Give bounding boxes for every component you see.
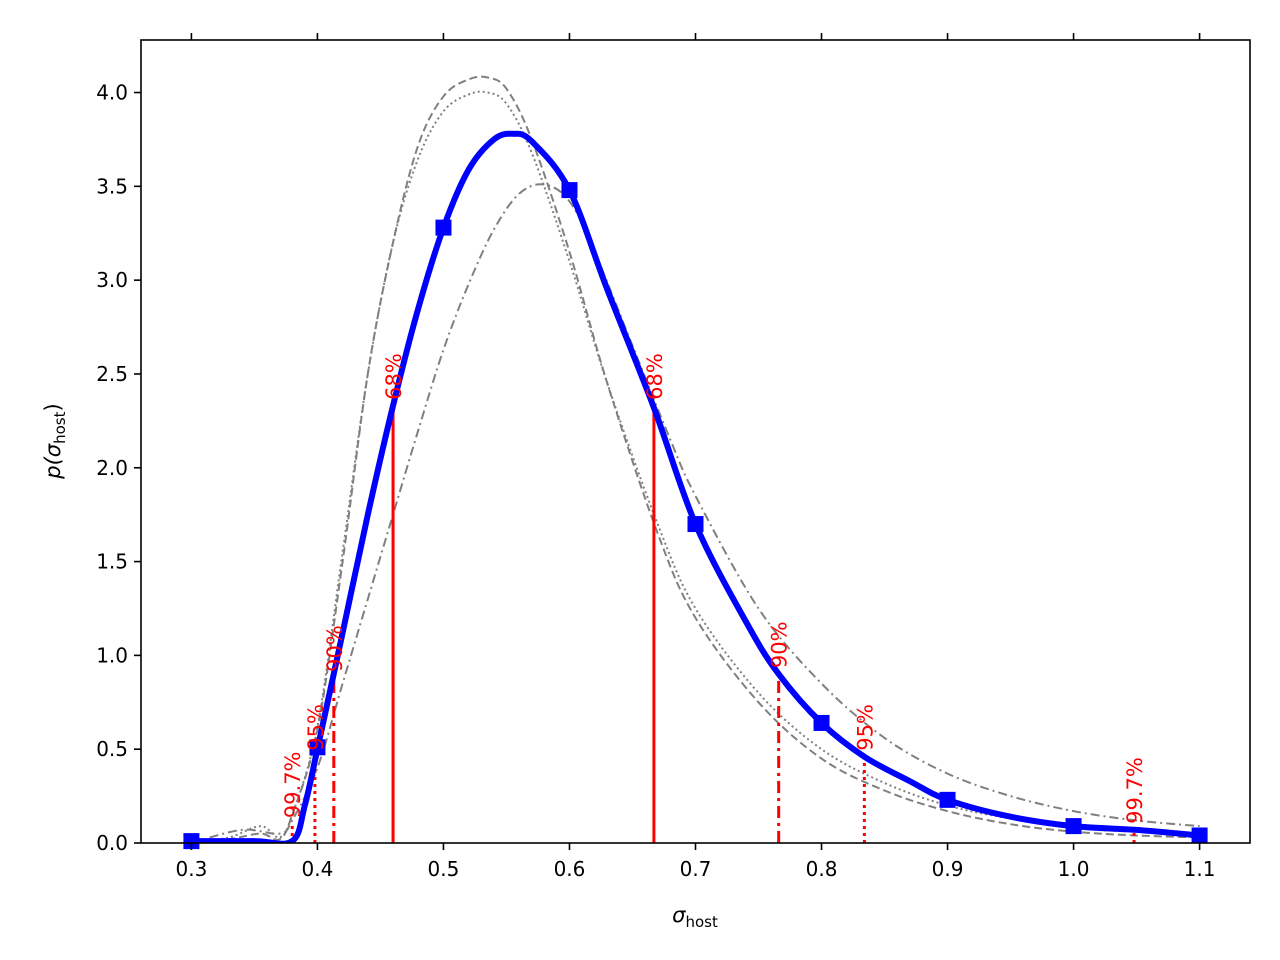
interval-label-4: 68% bbox=[643, 353, 667, 400]
data-marker bbox=[561, 182, 578, 199]
interval-label-1: 95% bbox=[304, 704, 328, 751]
y-tick-label: 3.0 bbox=[96, 268, 128, 292]
x-tick-label: 0.8 bbox=[806, 857, 838, 881]
data-marker bbox=[813, 714, 830, 731]
y-tick-label: 2.5 bbox=[96, 362, 128, 386]
aux-curve-dashed bbox=[191, 75, 1200, 843]
y-axis-label-sub: host bbox=[51, 411, 69, 443]
y-tick-label: 0.0 bbox=[96, 831, 128, 855]
x-tick-label: 0.6 bbox=[554, 857, 586, 881]
aux-curve-dashdot bbox=[191, 183, 1200, 843]
x-axis-label: σhost bbox=[672, 903, 718, 931]
x-axis-label-sub: host bbox=[685, 913, 717, 931]
data-marker bbox=[309, 739, 326, 756]
interval-label-7: 99.7% bbox=[1123, 757, 1147, 824]
data-marker bbox=[1191, 827, 1208, 844]
aux-curves bbox=[191, 75, 1200, 843]
data-marker bbox=[939, 791, 956, 808]
y-axis-label-suffix: ) bbox=[41, 403, 65, 411]
data-marker bbox=[435, 219, 452, 236]
x-tick-label: 0.4 bbox=[302, 857, 334, 881]
y-tick-label: 1.5 bbox=[96, 550, 128, 574]
x-axis-label-base: σ bbox=[672, 903, 686, 927]
y-tick-label: 2.0 bbox=[96, 456, 128, 480]
x-axis: 0.3 0.4 0.5 0.6 0.7 0.8 0.9 1.0 1.1 bbox=[176, 33, 1216, 881]
y-axis-label-base: σ bbox=[41, 443, 65, 457]
y-axis: 0.0 0.5 1.0 1.5 2.0 2.5 3.0 3.5 4.0 bbox=[96, 81, 141, 855]
interval-label-2: 90% bbox=[323, 625, 347, 672]
aux-curve-dotted bbox=[191, 90, 1200, 843]
x-tick-label: 0.9 bbox=[932, 857, 964, 881]
y-tick-label: 4.0 bbox=[96, 81, 128, 105]
marker-group bbox=[183, 182, 1208, 850]
y-axis-label-prefix: p( bbox=[41, 456, 65, 479]
interval-lines bbox=[290, 405, 1136, 843]
interval-label-3: 68% bbox=[382, 353, 406, 400]
x-tick-label: 0.5 bbox=[428, 857, 460, 881]
main-curve-group bbox=[191, 130, 1200, 843]
y-tick-label: 3.5 bbox=[96, 174, 128, 198]
y-axis-label: p(σhost) bbox=[41, 403, 69, 479]
data-marker bbox=[183, 833, 200, 850]
interval-labels: 99.7%95%90%68% 68%90%95%99.7% bbox=[281, 353, 1147, 824]
x-tick-label: 1.0 bbox=[1058, 857, 1090, 881]
interval-label-5: 90% bbox=[768, 621, 792, 668]
x-tick-label: 0.7 bbox=[680, 857, 712, 881]
data-marker bbox=[1065, 818, 1082, 835]
y-tick-label: 0.5 bbox=[96, 737, 128, 761]
interval-label-6: 95% bbox=[853, 704, 877, 751]
main-curve bbox=[191, 130, 1200, 843]
x-tick-label: 0.3 bbox=[176, 857, 208, 881]
y-tick-label: 1.0 bbox=[96, 643, 128, 667]
interval-label-0: 99.7% bbox=[281, 751, 305, 818]
x-tick-label: 1.1 bbox=[1184, 857, 1216, 881]
data-marker bbox=[687, 516, 704, 533]
